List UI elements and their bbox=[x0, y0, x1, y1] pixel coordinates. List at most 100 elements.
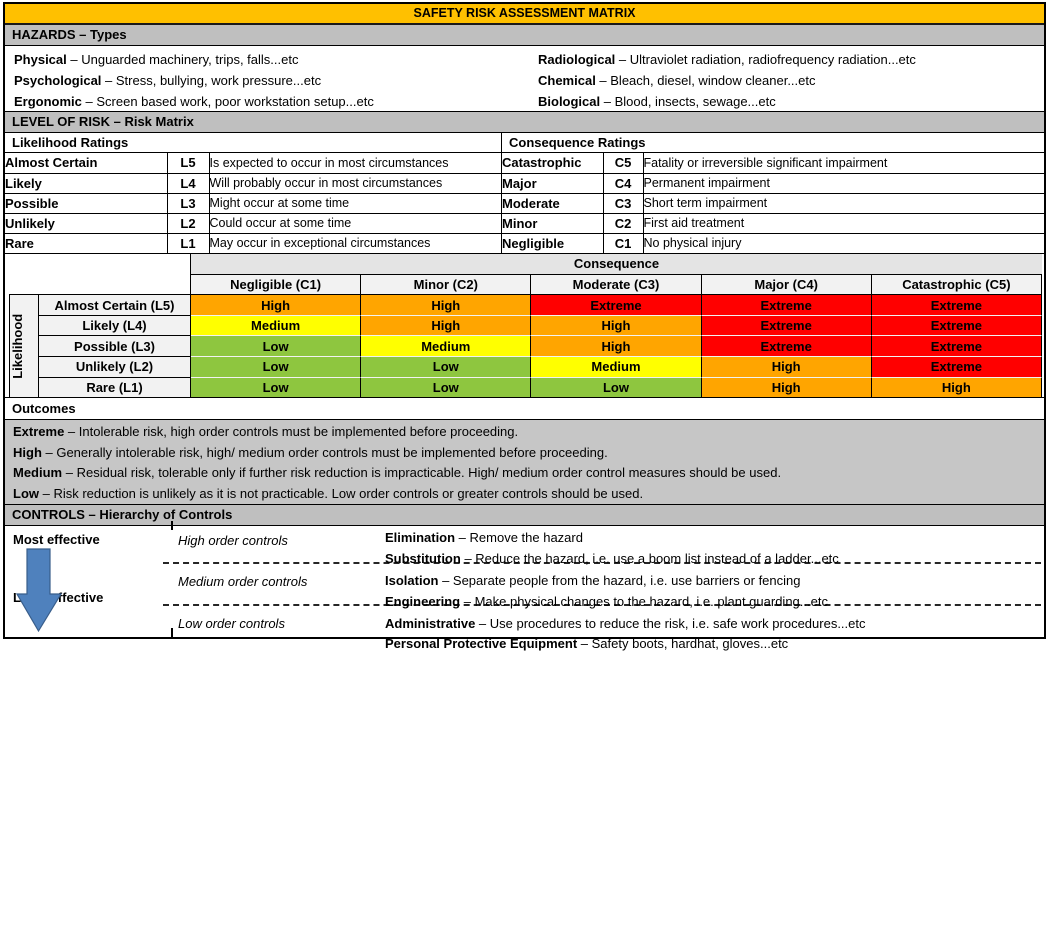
hazard-item: Ergonomic – Screen based work, poor work… bbox=[5, 91, 529, 112]
hazard-item-desc: – Blood, insects, sewage...etc bbox=[600, 94, 776, 109]
outcome-item-term: High bbox=[13, 444, 42, 460]
control-item-term: Elimination bbox=[385, 530, 456, 545]
control-item-term: Substitution bbox=[385, 551, 461, 566]
hazard-item-term: Ergonomic bbox=[14, 94, 82, 109]
matrix-cell-high: High bbox=[531, 336, 702, 358]
column-border-tick-top bbox=[171, 521, 173, 530]
matrix-cell-low: Low bbox=[191, 377, 362, 397]
risk-matrix-section: Consequence Negligible (C1) Minor (C2) Mode… bbox=[5, 254, 1044, 398]
outcome-item-term: Low bbox=[13, 485, 39, 501]
level-of-risk-section-header: LEVEL OF RISK – Risk Matrix bbox=[5, 112, 1044, 133]
matrix-data-row: Likely (L4) Medium High High Extreme Extreme bbox=[9, 315, 1042, 337]
matrix-cell-extreme: Extreme bbox=[701, 336, 872, 358]
control-item: Personal Protective Equipment – Safety b… bbox=[385, 634, 788, 654]
outcomes-section-header: Outcomes bbox=[5, 398, 1044, 420]
hazard-item: Physical – Unguarded machinery, trips, f… bbox=[5, 49, 529, 70]
matrix-cell-medium: Medium bbox=[191, 315, 362, 337]
matrix-column-header: Negligible (C1) bbox=[191, 274, 362, 296]
matrix-cell-extreme: Extreme bbox=[531, 295, 702, 316]
likelihood-ratings-header: Likelihood Ratings bbox=[5, 133, 501, 153]
matrix-cell-extreme: Extreme bbox=[701, 295, 872, 316]
consequence-ratings: Consequence Ratings Catastrophic C5 Fatali… bbox=[501, 133, 1045, 254]
consequence-rating-desc: Short term impairment bbox=[642, 192, 1045, 214]
control-item-term: Engineering bbox=[385, 594, 461, 609]
likelihood-rating-code: L5 bbox=[166, 152, 210, 174]
outcome-item: Low – Risk reduction is unlikely as it i… bbox=[13, 484, 1044, 505]
controls-body: Most effective Least effective High orde… bbox=[5, 521, 1044, 651]
hazards-section-header: HAZARDS – Types bbox=[5, 25, 1044, 46]
control-item-desc: – Separate people from the hazard, i.e. … bbox=[438, 573, 801, 588]
outcome-item: High – Generally intolerable risk, high/… bbox=[13, 443, 1044, 464]
consequence-rating-name: Catastrophic bbox=[501, 152, 604, 174]
matrix-cell-low: Low bbox=[191, 357, 362, 378]
control-item-term: Isolation bbox=[385, 573, 439, 588]
likelihood-rating-code: L4 bbox=[166, 172, 210, 194]
matrix-column-header: Moderate (C3) bbox=[531, 274, 702, 296]
likelihood-rating-row: Likely L4 Will probably occur in most circ… bbox=[4, 172, 502, 194]
matrix-cell-low: Low bbox=[191, 336, 362, 358]
outcome-item-desc: – Risk reduction is unlikely as it is no… bbox=[39, 485, 644, 501]
matrix-likelihood-label-text: Likelihood bbox=[10, 313, 25, 379]
likelihood-rating-name: Likely bbox=[4, 172, 168, 194]
matrix-data-row: Likelihood Almost Certain (L5) High High Ext… bbox=[9, 295, 1042, 397]
hazards-column-left: Physical – Unguarded machinery, trips, f… bbox=[5, 49, 529, 111]
matrix-cell-extreme: Extreme bbox=[701, 315, 872, 337]
controls-section-header: CONTROLS – Hierarchy of Controls bbox=[5, 505, 1044, 526]
consequence-rating-code: C2 bbox=[602, 212, 644, 234]
outcome-item-desc: – Residual risk, tolerable only if furth… bbox=[62, 465, 782, 480]
consequence-rating-name: Moderate bbox=[501, 192, 604, 214]
dashed-divider-1 bbox=[163, 562, 1041, 564]
matrix-likelihood-label: Likelihood bbox=[9, 295, 39, 397]
likelihood-rating-row: Rare L1 May occur in exceptional circumsta… bbox=[4, 232, 502, 254]
consequence-ratings-header: Consequence Ratings bbox=[502, 133, 1044, 153]
hazard-item: Chemical – Bleach, diesel, window cleane… bbox=[529, 70, 1044, 91]
likelihood-rating-desc: Could occur at some time bbox=[208, 212, 502, 234]
consequence-rating-desc: First aid treatment bbox=[642, 212, 1045, 234]
control-item: Elimination – Remove the hazard bbox=[385, 528, 583, 548]
matrix-cell-high: High bbox=[701, 377, 872, 397]
outcome-item-desc: – Intolerable risk, high order controls … bbox=[64, 424, 519, 439]
most-effective-label: Most effective bbox=[13, 532, 100, 547]
likelihood-rating-name: Unlikely bbox=[4, 212, 168, 234]
control-item-desc: – Safety boots, hardhat, gloves...etc bbox=[577, 636, 789, 651]
matrix-cell-extreme: Extreme bbox=[871, 357, 1042, 378]
control-item-desc: – Make physical changes to the hazard, i… bbox=[460, 594, 828, 609]
matrix-column-header: Minor (C2) bbox=[361, 274, 532, 296]
likelihood-rating-row: Unlikely L2 Could occur at some time bbox=[4, 212, 502, 234]
hazards-column-right: Radiological – Ultraviolet radiation, ra… bbox=[529, 49, 1044, 111]
column-border-tick-bottom bbox=[171, 628, 173, 637]
page-title: SAFETY RISK ASSESSMENT MATRIX bbox=[5, 4, 1044, 25]
likelihood-ratings-table: Almost Certain L5 Is expected to occur in … bbox=[4, 152, 502, 254]
likelihood-rating-desc: Is expected to occur in most circumstanc… bbox=[208, 152, 502, 174]
matrix-column-header: Major (C4) bbox=[701, 274, 872, 296]
matrix-row-header: Almost Certain (L5) bbox=[39, 295, 191, 316]
control-item-desc: – Remove the hazard bbox=[455, 530, 583, 545]
consequence-rating-name: Minor bbox=[501, 212, 604, 234]
likelihood-rating-code: L3 bbox=[166, 192, 210, 214]
control-order-label: High order controls bbox=[178, 533, 288, 548]
consequence-rating-desc: Fatality or irreversible significant imp… bbox=[642, 152, 1045, 174]
hazard-item: Psychological – Stress, bullying, work p… bbox=[5, 70, 529, 91]
outcomes-body: Extreme – Intolerable risk, high order c… bbox=[5, 420, 1044, 505]
control-item-term: Personal Protective Equipment bbox=[385, 636, 578, 651]
matrix-cell-high: High bbox=[191, 295, 362, 316]
ratings-tables: Likelihood Ratings Almost Certain L5 Is ex… bbox=[4, 133, 1045, 254]
consequence-rating-code: C1 bbox=[602, 232, 644, 254]
matrix-consequence-label: Consequence bbox=[191, 254, 1042, 275]
matrix-cell-high: High bbox=[871, 377, 1042, 397]
likelihood-rating-code: L2 bbox=[166, 212, 210, 234]
control-item: Administrative – Use procedures to reduc… bbox=[385, 614, 866, 634]
hazard-item-term: Biological bbox=[538, 94, 601, 109]
control-item: Substitution – Reduce the hazard, i.e. u… bbox=[385, 549, 839, 569]
risk-assessment-sheet: SAFETY RISK ASSESSMENT MATRIX HAZARDS – … bbox=[3, 2, 1046, 651]
matrix-cell-extreme: Extreme bbox=[871, 295, 1042, 316]
consequence-ratings-table: Catastrophic C5 Fatality or irreversible s… bbox=[501, 152, 1045, 254]
matrix-cell-high: High bbox=[361, 295, 532, 316]
down-arrow-shape bbox=[16, 548, 62, 633]
consequence-rating-row: Catastrophic C5 Fatality or irreversible s… bbox=[501, 152, 1045, 174]
matrix-cell-medium: Medium bbox=[531, 357, 702, 378]
likelihood-rating-name: Rare bbox=[4, 232, 168, 254]
control-order-label: Medium order controls bbox=[178, 574, 308, 589]
matrix-cell-extreme: Extreme bbox=[871, 336, 1042, 358]
outcome-item: Medium – Residual risk, tolerable only i… bbox=[13, 463, 1044, 484]
